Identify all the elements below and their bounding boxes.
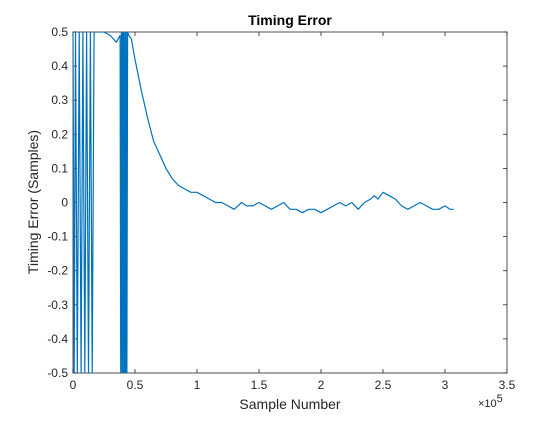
x-tick-label: 1.5 — [251, 378, 268, 392]
x-axis-label: Sample Number — [239, 396, 340, 412]
y-tick-label: 0.5 — [51, 25, 68, 39]
x-tick-label: 0.5 — [127, 378, 144, 392]
x-tick-label: 3.5 — [499, 378, 516, 392]
series-layer — [73, 32, 454, 373]
y-tick-label: -0.1 — [47, 230, 68, 244]
y-tick-label: -0.3 — [47, 298, 68, 312]
x-tick-label: 1 — [194, 378, 201, 392]
y-tick-label: -0.4 — [47, 332, 68, 346]
y-axis-ticks: -0.5 -0.4 -0.3 -0.2 -0.1 0 0.1 0.2 0.3 0.4 0.5 — [47, 25, 507, 380]
x-tick-label: 0 — [70, 378, 77, 392]
x-axis-ticks: 0 0.5 1 1.5 2 2.5 3 3.5 — [70, 32, 516, 392]
y-tick-label: -0.5 — [47, 366, 68, 380]
x-axis-exponent-base: ×10 — [478, 398, 497, 410]
y-tick-label: 0 — [61, 196, 68, 210]
y-tick-label: -0.2 — [47, 264, 68, 278]
timing-error-series-line — [73, 32, 454, 373]
y-tick-label: 0.4 — [51, 59, 68, 73]
chart-title: Timing Error — [248, 12, 332, 28]
x-axis-exponent: ×105 — [478, 393, 503, 410]
y-tick-label: 0.2 — [51, 127, 68, 141]
y-axis-label: Timing Error (Samples) — [25, 130, 41, 274]
plot-area — [72, 31, 508, 374]
x-axis-exponent-power: 5 — [497, 393, 503, 405]
y-tick-label: 0.1 — [51, 161, 68, 175]
x-tick-label: 3 — [442, 378, 449, 392]
x-tick-label: 2.5 — [375, 378, 392, 392]
x-tick-label: 2 — [318, 378, 325, 392]
y-tick-label: 0.3 — [51, 93, 68, 107]
